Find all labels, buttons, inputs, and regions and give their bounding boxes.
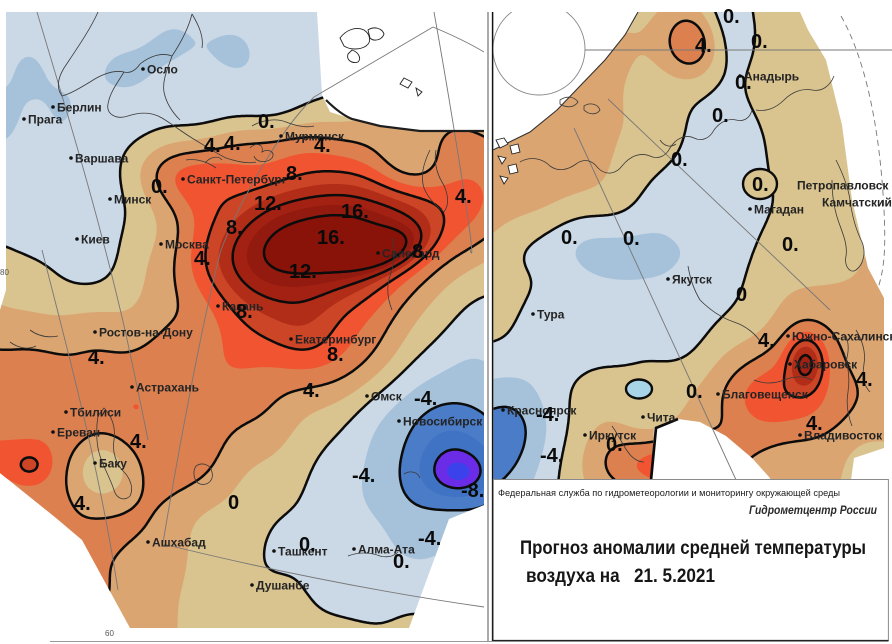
svg-text:Екатеринбург: Екатеринбург [295,333,376,347]
svg-text:0.: 0. [782,234,799,256]
svg-text:4.: 4. [194,248,211,270]
svg-text:0.: 0. [712,105,729,127]
svg-text:4.: 4. [224,133,241,155]
svg-text:0.: 0. [258,111,275,133]
svg-text:-4.: -4. [352,465,375,487]
svg-text:12.: 12. [289,261,317,283]
svg-text:Иркутск: Иркутск [589,429,637,443]
svg-text:8.: 8. [226,217,243,239]
svg-text:Варшава: Варшава [75,152,129,166]
svg-text:Новосибирск: Новосибирск [403,415,483,429]
svg-text:8.: 8. [327,344,344,366]
svg-text:0.: 0. [752,174,769,196]
svg-text:воздуха на 21. 5.2021: воздуха на 21. 5.2021 [526,566,715,587]
svg-text:Тура: Тура [537,308,565,322]
svg-text:-4.: -4. [536,404,559,426]
svg-text:Хабаровск: Хабаровск [794,358,858,372]
svg-text:4.: 4. [806,413,823,435]
svg-text:Южно-Сахалинск: Южно-Сахалинск [792,330,892,344]
svg-text:Анадырь: Анадырь [744,70,799,84]
svg-text:0.: 0. [723,6,740,28]
svg-text:Прага: Прага [28,113,63,127]
svg-text:Владивосток: Владивосток [804,429,883,443]
svg-text:Берлин: Берлин [57,101,102,115]
svg-text:Салехард: Салехард [382,247,440,261]
svg-text:4.: 4. [74,493,91,515]
svg-text:Гидрометцентр России: Гидрометцентр России [749,505,877,517]
svg-text:4.: 4. [455,186,472,208]
svg-text:Магадан: Магадан [754,203,804,217]
svg-text:0.: 0. [151,176,168,198]
svg-text:0.: 0. [561,227,578,249]
svg-text:4.: 4. [130,431,147,453]
svg-text:Ростов-на-Дону: Ростов-на-Дону [99,326,193,340]
svg-text:Якутск: Якутск [672,273,713,287]
svg-text:0: 0 [736,284,747,306]
svg-text:4.: 4. [314,135,331,157]
svg-text:Астрахань: Астрахань [136,381,199,395]
svg-text:Киев: Киев [81,233,110,247]
svg-text:4.: 4. [303,380,320,402]
svg-text:4.: 4. [88,347,105,369]
svg-text:Ашхабад: Ашхабад [152,536,206,550]
svg-text:0.: 0. [393,551,410,573]
svg-text:Баку: Баку [99,457,127,471]
svg-text:-8.: -8. [461,480,484,502]
svg-text:80: 80 [0,268,9,277]
svg-text:16.: 16. [317,227,345,249]
svg-text:-4.: -4. [418,528,441,550]
svg-text:Санкт-Петербург: Санкт-Петербург [187,173,287,187]
svg-text:0.: 0. [606,434,623,456]
svg-text:60: 60 [105,629,114,638]
svg-text:Чита: Чита [647,411,676,425]
svg-text:0.: 0. [623,228,640,250]
svg-text:12.: 12. [254,193,282,215]
svg-text:Прогноз аномалии средней темпе: Прогноз аномалии средней температуры [520,538,866,559]
svg-text:0.: 0. [671,149,688,171]
svg-text:0.: 0. [299,534,316,556]
svg-text:Благовещенск: Благовещенск [722,388,809,402]
svg-text:0.: 0. [751,31,768,53]
svg-text:-4.: -4. [414,388,437,410]
svg-text:Москва: Москва [165,238,209,252]
svg-text:0.: 0. [686,381,703,403]
svg-text:4.: 4. [856,369,873,391]
svg-text:4.: 4. [695,35,712,57]
svg-text:Омск: Омск [371,390,403,404]
svg-text:Казань: Казань [222,300,263,314]
svg-text:8.: 8. [236,301,253,323]
svg-text:8.: 8. [412,241,429,263]
svg-text:4.: 4. [758,330,775,352]
svg-text:-4.: -4. [540,445,563,467]
svg-text:Ташкент: Ташкент [278,545,328,559]
svg-text:0: 0 [228,492,239,514]
svg-text:4.: 4. [204,135,221,157]
svg-text:Мурманск: Мурманск [285,130,345,144]
svg-text:Тбилиси: Тбилиси [70,406,121,420]
svg-text:Алма-Ата: Алма-Ата [358,543,415,557]
svg-text:8.: 8. [286,163,303,185]
svg-text:16.: 16. [341,201,369,223]
svg-text:Ереван: Ереван [57,426,100,440]
svg-text:Красноярск: Красноярск [507,404,577,418]
svg-text:Федеральная служба по гидромет: Федеральная служба по гидрометеорологии … [498,488,840,499]
svg-text:Минск: Минск [114,193,152,207]
svg-text:0.: 0. [735,72,752,94]
svg-text:Петропавловск: Петропавловск [797,179,889,193]
svg-text:Камчатский: Камчатский [822,196,892,210]
svg-text:Осло: Осло [147,63,178,77]
svg-text:Душанбе: Душанбе [256,579,310,593]
